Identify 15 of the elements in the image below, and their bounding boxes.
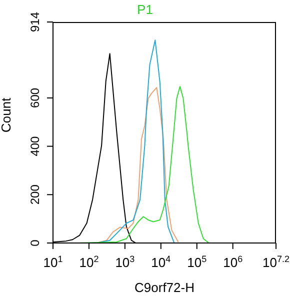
chart-title: P1	[137, 2, 153, 17]
x-tick-label: 10$^{4}$	[151, 254, 171, 270]
x-tick-label: 10$^{7.2}$	[262, 254, 290, 270]
y-tick-label: 200	[28, 184, 42, 205]
x-tick-label: 10$^{5}$	[187, 254, 207, 270]
y-tick-label: 400	[28, 136, 42, 156]
x-tick-label: 10$^{2}$	[79, 254, 99, 270]
x-axis-title: C9orf72-H	[134, 280, 194, 295]
y-tick-label: 0	[28, 239, 42, 246]
x-tick-label: 10$^{1}$	[43, 254, 63, 270]
x-tick-label: 10$^{6}$	[223, 254, 243, 270]
y-axis-title: Count	[0, 97, 14, 132]
x-tick-label: 10$^{3}$	[115, 254, 135, 270]
y-tick-label: 914	[28, 12, 42, 32]
y-tick-label: 600	[28, 88, 42, 108]
